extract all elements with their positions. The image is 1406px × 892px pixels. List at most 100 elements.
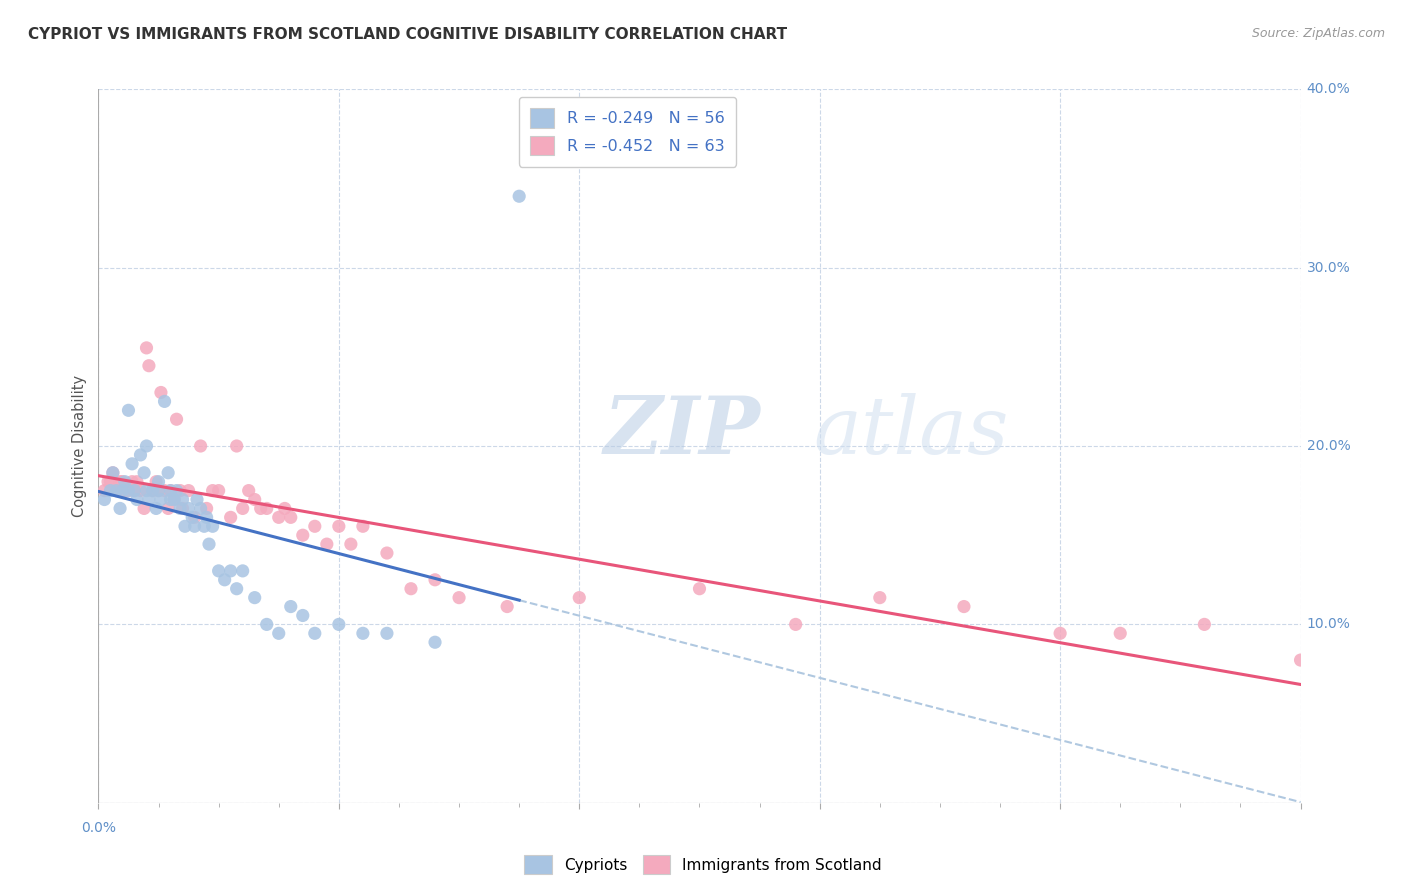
Point [125,492,148,507]
Point [111,475,134,489]
Point [153,394,176,409]
Point [125,475,148,489]
Text: 40.0%: 40.0% [1306,82,1350,96]
Point [352,519,374,533]
Point [148,475,170,489]
Point [1194,617,1216,632]
Point [291,528,314,542]
Point [688,582,710,596]
Point [328,519,350,533]
Point [145,501,167,516]
Point [138,492,160,507]
Point [198,537,221,551]
Point [219,510,242,524]
Text: ZIP: ZIP [603,393,761,470]
Point [163,492,186,507]
Point [163,492,186,507]
Point [201,519,224,533]
Point [159,483,181,498]
Point [138,359,160,373]
Point [190,501,212,516]
Point [340,537,363,551]
Point [93,483,115,498]
Point [129,448,152,462]
Point [195,510,218,524]
Point [97,475,120,489]
Point [105,483,128,498]
Point [225,582,247,596]
Point [157,501,180,516]
Point [190,439,212,453]
Point [304,626,326,640]
Point [114,475,136,489]
Point [186,492,208,507]
Point [183,519,205,533]
Point [141,483,163,498]
Point [141,483,163,498]
Point [1109,626,1132,640]
Point [225,439,247,453]
Text: atlas: atlas [814,393,1010,470]
Point [166,412,188,426]
Point [124,483,146,498]
Point [256,617,278,632]
Point [108,475,131,489]
Point [172,501,194,516]
Point [181,510,204,524]
Point [132,466,155,480]
Point [953,599,976,614]
Point [148,483,170,498]
Legend: R = -0.249   N = 56, R = -0.452   N = 63: R = -0.249 N = 56, R = -0.452 N = 63 [519,97,735,167]
Point [568,591,591,605]
Point [169,501,191,516]
Point [280,599,302,614]
Point [423,635,446,649]
Point [193,519,215,533]
Point [304,519,326,533]
Point [177,501,200,516]
Point [100,483,122,498]
Point [243,492,266,507]
Point [375,546,398,560]
Point [135,483,157,498]
Point [496,599,519,614]
Point [219,564,242,578]
Point [352,626,374,640]
Point [135,341,157,355]
Point [132,501,155,516]
Point [508,189,530,203]
Point [145,475,167,489]
Point [149,492,172,507]
Point [172,492,194,507]
Point [159,483,181,498]
Point [159,492,181,507]
Point [148,483,170,498]
Point [124,483,146,498]
Point [117,403,139,417]
Point [208,483,231,498]
Point [177,483,200,498]
Point [183,510,205,524]
Point [214,573,236,587]
Point [256,501,278,516]
Point [399,582,422,596]
Point [101,466,124,480]
Point [201,483,224,498]
Point [869,591,891,605]
Point [267,626,290,640]
Text: 20.0%: 20.0% [1306,439,1350,453]
Point [129,483,152,498]
Y-axis label: Cognitive Disability: Cognitive Disability [72,375,87,517]
Text: 30.0%: 30.0% [1306,260,1350,275]
Point [166,483,188,498]
Point [174,519,197,533]
Point [111,483,134,498]
Point [195,501,218,516]
Point [249,501,271,516]
Point [280,510,302,524]
Point [274,501,297,516]
Point [1289,653,1312,667]
Text: Source: ZipAtlas.com: Source: ZipAtlas.com [1251,27,1385,40]
Point [153,483,176,498]
Point [93,492,115,507]
